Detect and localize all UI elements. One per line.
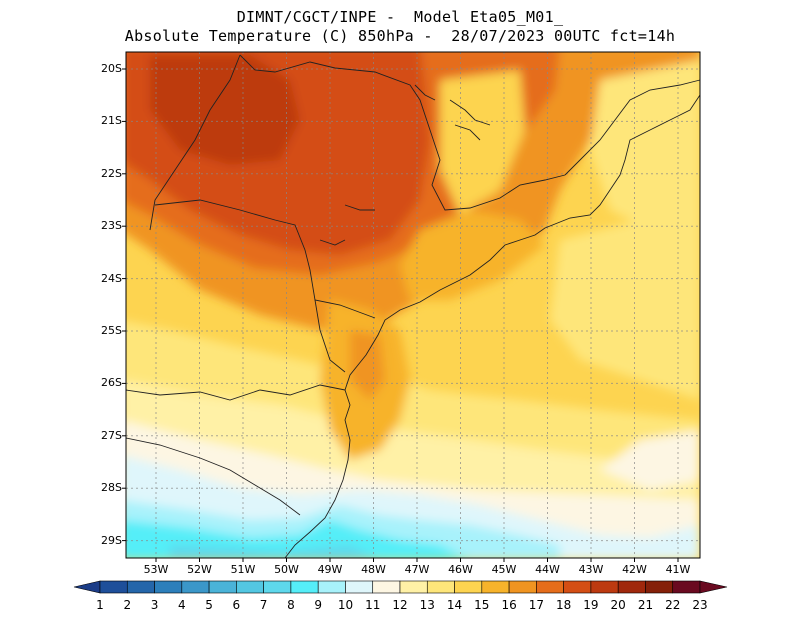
colorbar-label: 13	[419, 598, 435, 612]
colorbar-segment	[563, 580, 592, 594]
political-boundaries	[125, 54, 701, 559]
colorbar-label: 8	[287, 598, 295, 612]
colorbar-arrow-right	[699, 580, 728, 594]
colorbar-label: 21	[637, 598, 654, 612]
colorbar-segment	[617, 580, 646, 594]
lon-label: 41W	[665, 563, 691, 576]
axis-ticks	[122, 68, 679, 562]
lon-label: 45W	[491, 563, 517, 576]
map-title-line-1: DIMNT/CGCT/INPE - Model Eta05_M01_	[236, 8, 564, 26]
colorbar-label: 9	[314, 598, 322, 612]
colorbar-label: 19	[583, 598, 599, 612]
colorbar-segment	[181, 580, 210, 594]
reservoir	[319, 84, 491, 246]
lat-label: 26S	[101, 376, 122, 390]
coastline	[284, 94, 701, 559]
colorbar-segment	[372, 580, 401, 594]
colorbar-label: 2	[123, 598, 132, 612]
colorbar-label: 15	[474, 598, 490, 612]
temperature-field	[126, 52, 700, 558]
lon-label: 51W	[230, 563, 256, 576]
colorbar-segment	[426, 580, 455, 594]
lon-label: 43W	[578, 563, 604, 576]
colorbar-label: 1	[96, 598, 104, 612]
colorbar-segment	[481, 580, 510, 594]
lat-label: 29S	[101, 533, 122, 547]
lat-lon-grid	[126, 52, 700, 558]
colorbar	[73, 580, 728, 594]
colorbar-segment	[672, 580, 701, 594]
lon-label: 53W	[143, 563, 169, 576]
colorbar-segment	[236, 580, 264, 594]
colorbar-label: 17	[528, 598, 544, 612]
colorbar-segment	[645, 580, 674, 594]
lat-label: 22S	[101, 166, 122, 180]
lat-label: 24S	[101, 271, 122, 285]
lon-label: 49W	[317, 563, 343, 576]
colorbar-label: 6	[232, 598, 241, 612]
colorbar-label: 16	[501, 598, 517, 612]
colorbar-segment	[454, 580, 483, 594]
lon-label: 44W	[535, 563, 560, 576]
colorbar-segment	[208, 580, 237, 594]
lat-label: 25S	[101, 324, 122, 337]
colorbar-label: 23	[692, 598, 708, 612]
colorbar-segment	[345, 580, 374, 594]
state-border	[125, 437, 301, 516]
lon-label: 50W	[274, 563, 299, 576]
colorbar-segment	[263, 580, 292, 594]
colorbar-label: 14	[446, 598, 463, 612]
colorbar-label: 3	[150, 598, 159, 612]
state-border	[564, 79, 701, 176]
colorbar-segment	[154, 580, 183, 594]
colorbar-segment	[590, 580, 619, 594]
colorbar-label: 11	[365, 598, 381, 612]
lon-label: 47W	[404, 563, 430, 576]
colorbar-arrow-left	[73, 580, 101, 594]
colorbar-segment	[317, 580, 346, 594]
map-title-line-2: Absolute Temperature (C) 850hPa - 28/07/…	[124, 27, 676, 45]
colorbar-segment	[99, 580, 128, 594]
lat-label: 21S	[101, 114, 122, 128]
lat-label: 20S	[101, 62, 122, 75]
lat-label: 23S	[101, 219, 122, 233]
colorbar-segment	[399, 580, 428, 594]
colorbar-label: 5	[205, 598, 213, 612]
state-border	[125, 384, 346, 401]
state-border	[154, 199, 376, 319]
state-border	[314, 299, 346, 373]
lat-label: 27S	[101, 428, 122, 442]
colorbar-segment	[290, 580, 319, 594]
state-border	[239, 54, 566, 211]
colorbar-segment	[126, 580, 155, 594]
colorbar-label: 7	[259, 598, 268, 612]
colorbar-segment	[536, 580, 564, 594]
lon-label: 42W	[622, 563, 647, 576]
colorbar-label: 4	[177, 598, 186, 612]
lon-label: 48W	[361, 563, 386, 576]
lon-label: 46W	[448, 563, 473, 576]
colorbar-label: 22	[665, 598, 681, 612]
map-frame	[125, 51, 701, 559]
lat-label: 28S	[101, 481, 122, 495]
colorbar-label: 20	[610, 598, 626, 612]
lon-label: 52W	[187, 563, 212, 576]
state-border	[149, 54, 241, 231]
colorbar-label: 10	[337, 598, 354, 612]
colorbar-label: 12	[392, 598, 408, 612]
colorbar-label: 18	[555, 598, 572, 612]
colorbar-segment	[508, 580, 537, 594]
